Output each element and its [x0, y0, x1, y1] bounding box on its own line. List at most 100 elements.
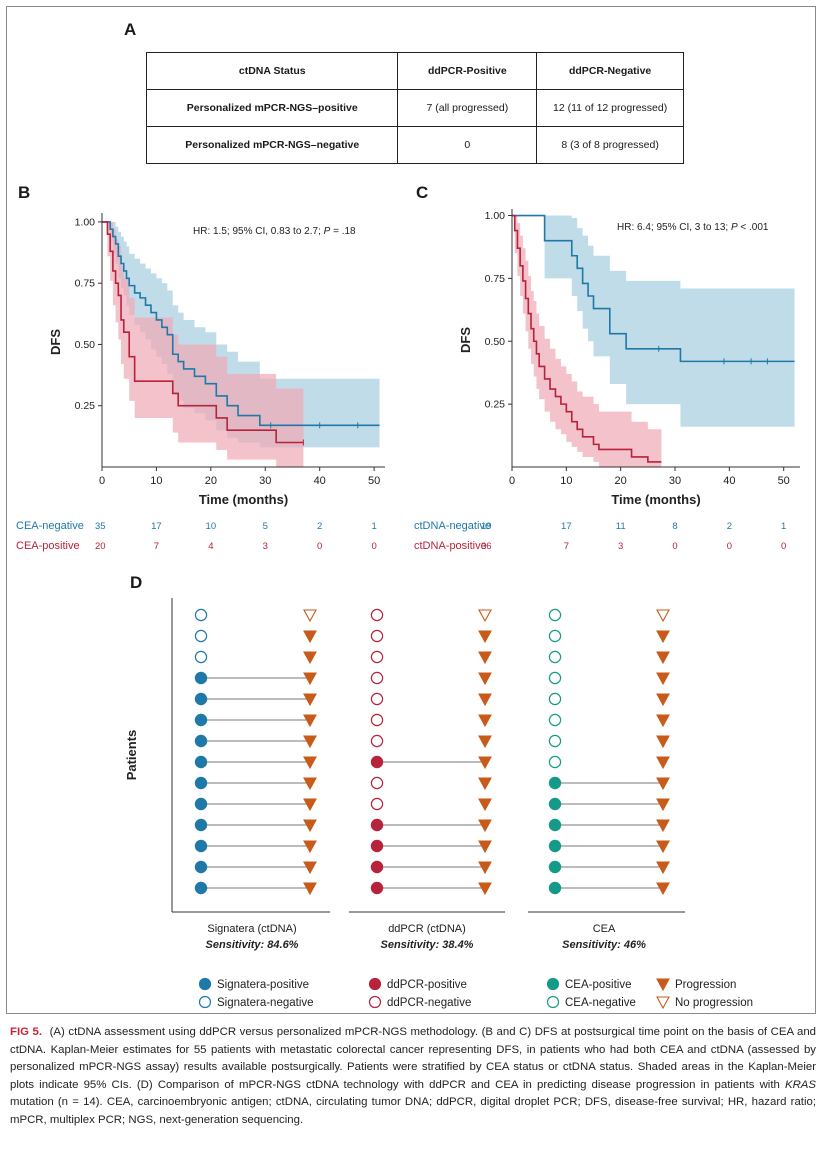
positive-marker — [194, 671, 208, 685]
x-tick-label: 30 — [259, 475, 271, 487]
at-risk-count: 1 — [781, 521, 786, 532]
at-risk-count: 3 — [618, 541, 623, 552]
positive-marker — [194, 734, 208, 748]
positive-marker — [548, 839, 562, 853]
x-tick-label: 40 — [723, 475, 735, 487]
no-progression-marker — [656, 609, 670, 623]
at-risk-count: 11 — [616, 521, 626, 532]
positive-marker — [370, 881, 384, 895]
progression-marker — [478, 735, 492, 749]
panel-c-label: C — [416, 183, 429, 202]
table-row: Personalized mPCR-NGS–negative 0 8 (3 of… — [145, 126, 684, 164]
progression-marker — [303, 798, 317, 812]
x-tick-label: 20 — [615, 475, 627, 487]
progression-marker — [303, 777, 317, 791]
hr-annotation: HR: 6.4; 95% CI, 3 to 13; P < .001 — [617, 222, 769, 233]
positive-marker — [194, 860, 208, 874]
at-risk-count: 19 — [481, 521, 492, 532]
caption-gene: KRAS — [784, 1078, 816, 1091]
negative-marker — [370, 776, 384, 790]
progression-marker — [656, 630, 670, 644]
positive-marker — [548, 860, 562, 874]
negative-marker — [548, 692, 562, 706]
y-tick-label: 1.00 — [75, 216, 96, 228]
progression-marker — [656, 777, 670, 791]
positive-marker — [370, 839, 384, 853]
progression-marker — [303, 840, 317, 854]
positive-marker — [548, 776, 562, 790]
progression-marker — [303, 882, 317, 896]
y-tick-label: 1.00 — [485, 210, 506, 222]
progression-marker — [656, 798, 670, 812]
risk-row-label: ctDNA-negative — [414, 520, 491, 532]
survival-curve — [512, 214, 795, 363]
progression-marker — [478, 630, 492, 644]
panel-a-label: A — [124, 20, 137, 39]
table-cell: 0 — [397, 126, 538, 164]
legend-marker — [656, 978, 670, 992]
sensitivity-label: Sensitivity: 38.4% — [381, 939, 474, 951]
positive-marker — [194, 776, 208, 790]
at-risk-count: 20 — [95, 541, 106, 552]
table-header-cell: ddPCR-Positive — [397, 52, 538, 90]
ci-band — [512, 215, 662, 467]
at-risk-count: 7 — [154, 541, 159, 552]
caption-text: (A) ctDNA assessment using ddPCR versus … — [10, 1026, 816, 1091]
legend-marker — [546, 995, 560, 1009]
legend-marker — [656, 996, 670, 1010]
negative-marker — [370, 608, 384, 622]
y-tick-label: 0.50 — [75, 339, 96, 351]
y-tick-label: 0.75 — [75, 278, 96, 290]
at-risk-count: 8 — [672, 521, 677, 532]
legend-marker — [198, 977, 212, 991]
at-risk-count: 0 — [317, 541, 322, 552]
panel-b-label: B — [18, 183, 31, 202]
negative-marker — [370, 671, 384, 685]
x-tick-label: 20 — [205, 475, 217, 487]
progression-marker — [303, 756, 317, 770]
group-label: ddPCR (ctDNA) — [388, 923, 466, 935]
table-cell: 8 (3 of 8 progressed) — [536, 126, 684, 164]
legend-label: No progression — [675, 997, 753, 1009]
positive-marker — [194, 839, 208, 853]
table-row-label: Personalized mPCR-NGS–negative — [145, 126, 399, 164]
negative-marker — [370, 650, 384, 664]
negative-marker — [370, 797, 384, 811]
positive-marker — [548, 881, 562, 895]
progression-marker — [303, 630, 317, 644]
negative-marker — [194, 650, 208, 664]
table-row: Personalized mPCR-NGS–positive 7 (all pr… — [145, 89, 684, 127]
progression-marker — [303, 672, 317, 686]
group-label: CEA — [593, 923, 616, 935]
caption-text: mutation (n = 14). CEA, carcinoembryonic… — [10, 1096, 816, 1126]
sensitivity-label: Sensitivity: 84.6% — [206, 939, 299, 951]
progression-marker — [478, 693, 492, 707]
ci-band — [102, 221, 304, 467]
figure-caption: FIG 5. (A) ctDNA assessment using ddPCR … — [10, 1024, 816, 1130]
ci-band — [102, 221, 380, 448]
progression-marker — [478, 840, 492, 854]
negative-marker — [194, 608, 208, 622]
y-tick-label: 0.25 — [75, 400, 96, 412]
at-risk-count: 10 — [206, 521, 217, 532]
at-risk-count: 1 — [371, 521, 376, 532]
at-risk-count: 4 — [208, 541, 213, 552]
x-tick-label: 40 — [314, 475, 326, 487]
table-cell: 12 (11 of 12 progressed) — [536, 89, 684, 127]
x-tick-label: 10 — [150, 475, 162, 487]
survival-curve — [512, 214, 662, 463]
progression-marker — [478, 798, 492, 812]
table-header-row: ctDNA Status ddPCR-Positive ddPCR-Negati… — [145, 52, 684, 90]
positive-marker — [370, 755, 384, 769]
at-risk-count: 3 — [263, 541, 268, 552]
progression-marker — [478, 714, 492, 728]
progression-marker — [656, 693, 670, 707]
x-axis-label: Time (months) — [611, 492, 700, 507]
legend-marker — [368, 995, 382, 1009]
negative-marker — [548, 713, 562, 727]
progression-marker — [656, 861, 670, 875]
progression-marker — [478, 756, 492, 770]
legend-label: Signatera-positive — [217, 979, 309, 991]
positive-marker — [548, 797, 562, 811]
